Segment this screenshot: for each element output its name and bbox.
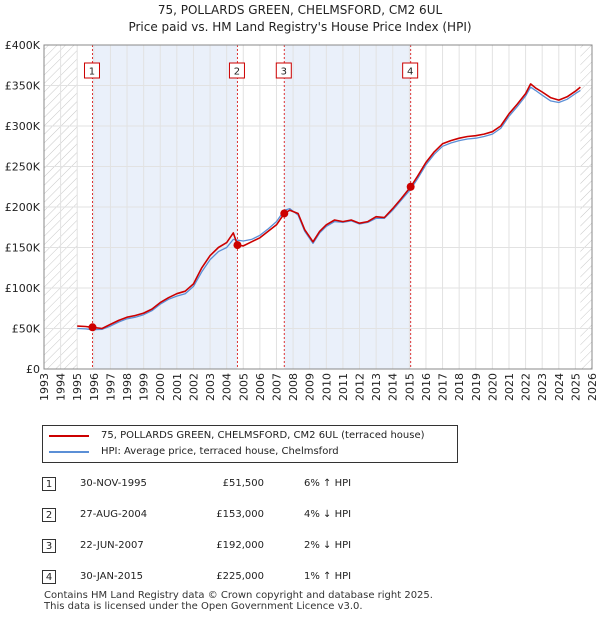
sale-label-box (83, 62, 100, 79)
x-tick-label: 2011 (337, 373, 350, 401)
y-tick-label: £50K (12, 323, 41, 336)
legend-swatch-property (49, 435, 89, 437)
transaction-number: 1 (42, 477, 56, 491)
legend-swatch-hpi (49, 451, 89, 453)
x-tick-label: 2021 (503, 373, 516, 401)
chart-subtitle: Price paid vs. HM Land Registry's House … (128, 20, 471, 34)
x-tick-label: 1994 (55, 373, 68, 401)
footer-copyright: Contains HM Land Registry data © Crown c… (44, 590, 433, 601)
transaction-price: £192,000 (216, 540, 264, 551)
table-row: 4 30-JAN-2015 £225,000 1% ↑ HPI (42, 568, 442, 588)
y-tick-label: £350K (5, 80, 41, 93)
sale-label: 2 (234, 67, 240, 78)
table-row: 3 22-JUN-2007 £192,000 2% ↓ HPI (42, 537, 442, 557)
x-tick-label: 2010 (320, 373, 333, 401)
x-tick-label: 2026 (586, 373, 599, 401)
transaction-price: £51,500 (222, 478, 264, 489)
transaction-date: 30-JAN-2015 (80, 571, 144, 582)
transaction-date: 30-NOV-1995 (80, 478, 147, 489)
sale-label: 3 (281, 67, 287, 78)
x-tick-label: 2002 (187, 373, 200, 401)
x-tick-label: 1998 (121, 373, 134, 401)
sale-point (233, 241, 242, 250)
x-tick-label: 1999 (138, 373, 151, 401)
x-tick-label: 2006 (254, 373, 267, 401)
sale-label: 4 (407, 67, 413, 78)
transaction-hpi: 4% ↓ HPI (304, 509, 352, 520)
sale-label-box (275, 62, 292, 79)
x-tick-label: 2017 (437, 373, 450, 401)
legend-label-property: 75, POLLARDS GREEN, CHELMSFORD, CM2 6UL … (101, 430, 425, 441)
plot-border (43, 44, 593, 370)
x-tick-label: 2014 (387, 373, 400, 401)
x-tick-label: 2025 (569, 373, 582, 401)
legend-label-hpi: HPI: Average price, terraced house, Chel… (101, 446, 339, 457)
transaction-hpi: 1% ↑ HPI (304, 571, 352, 582)
x-tick-label: 2005 (237, 373, 250, 401)
hpi-line (77, 86, 581, 331)
y-tick-label: £400K (5, 39, 41, 52)
x-tick-label: 2013 (370, 373, 383, 401)
x-tick-label: 2019 (470, 373, 483, 401)
x-tick-label: 2016 (420, 373, 433, 401)
sale-label: 1 (89, 67, 95, 78)
legend: 75, POLLARDS GREEN, CHELMSFORD, CM2 6UL … (42, 425, 458, 463)
y-tick-label: £100K (5, 282, 41, 295)
x-tick-label: 1993 (38, 373, 51, 401)
transaction-date: 22-JUN-2007 (80, 540, 144, 551)
transaction-hpi: 6% ↑ HPI (304, 478, 352, 489)
sale-point (280, 209, 289, 218)
x-tick-label: 2023 (536, 373, 549, 401)
x-tick-label: 1997 (104, 373, 117, 401)
table-row: 1 30-NOV-1995 £51,500 6% ↑ HPI (42, 475, 442, 495)
y-tick-label: £250K (5, 161, 41, 174)
transaction-price: £225,000 (216, 571, 264, 582)
transaction-number: 4 (42, 570, 56, 584)
x-tick-label: 2003 (204, 373, 217, 401)
x-tick-label: 1995 (71, 373, 84, 401)
y-tick-label: £150K (5, 242, 41, 255)
x-tick-label: 1996 (88, 373, 101, 401)
transaction-number: 3 (42, 539, 56, 553)
transaction-price: £153,000 (216, 509, 264, 520)
transaction-date: 27-AUG-2004 (80, 509, 148, 520)
sale-point (88, 323, 97, 332)
x-tick-label: 2009 (304, 373, 317, 401)
y-tick-label: £0 (26, 363, 40, 376)
sale-label-box (402, 62, 419, 79)
sale-point (406, 182, 415, 191)
x-tick-label: 2024 (553, 373, 566, 401)
y-tick-label: £300K (5, 120, 41, 133)
property-price-line (77, 83, 581, 330)
transaction-number: 2 (42, 508, 56, 522)
x-tick-label: 2008 (287, 373, 300, 401)
x-tick-label: 2000 (154, 373, 167, 401)
x-tick-label: 2012 (354, 373, 367, 401)
x-tick-label: 2001 (171, 373, 184, 401)
table-row: 2 27-AUG-2004 £153,000 4% ↓ HPI (42, 506, 442, 526)
x-tick-label: 2007 (270, 373, 283, 401)
y-tick-label: £200K (5, 201, 41, 214)
x-tick-label: 2022 (520, 373, 533, 401)
footer-licence: This data is licensed under the Open Gov… (44, 601, 363, 612)
footer: Contains HM Land Registry data © Crown c… (44, 590, 433, 612)
chart-title: 75, POLLARDS GREEN, CHELMSFORD, CM2 6UL (158, 3, 443, 17)
price-chart: 75, POLLARDS GREEN, CHELMSFORD, CM2 6UL … (5, 3, 599, 401)
x-tick-label: 2015 (403, 373, 416, 401)
x-tick-label: 2018 (453, 373, 466, 401)
x-tick-label: 2004 (221, 373, 234, 401)
sale-label-box (228, 62, 245, 79)
transaction-hpi: 2% ↓ HPI (304, 540, 352, 551)
x-tick-label: 2020 (486, 373, 499, 401)
